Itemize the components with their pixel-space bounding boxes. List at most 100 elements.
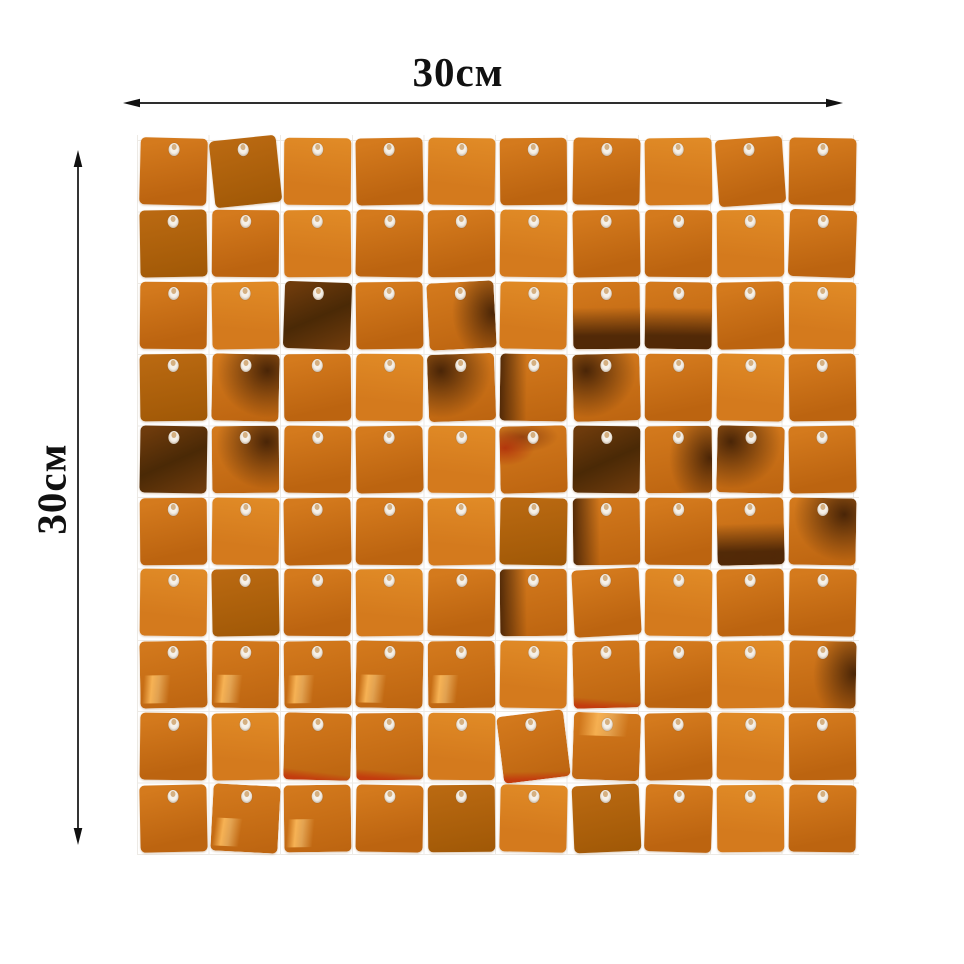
- sequin-r9c10: [788, 712, 857, 781]
- sequin-hole: [528, 214, 540, 228]
- sequin-pin: [819, 719, 825, 726]
- sequin-pin: [675, 359, 681, 366]
- sequin-pin: [675, 503, 681, 510]
- sequin-hole: [456, 142, 468, 157]
- sequin-r8c1: [139, 640, 208, 709]
- sequin-hole: [672, 142, 684, 157]
- sequin-r5c6: [499, 424, 569, 494]
- sequin-r4c7: [571, 352, 641, 422]
- sequin-r5c5: [428, 425, 496, 493]
- sequin-pin: [676, 791, 682, 798]
- sequin-r6c3: [283, 496, 352, 565]
- sequin-pin: [602, 359, 609, 366]
- sequin-pin: [531, 359, 537, 366]
- sequin-pin: [170, 215, 176, 222]
- sequin-pin: [459, 503, 465, 510]
- sequin-r7c5: [427, 568, 497, 637]
- sequin-pin: [530, 431, 537, 438]
- sequin-pin: [747, 791, 753, 798]
- sequin-hole: [600, 142, 613, 157]
- sequin-pin: [387, 503, 393, 510]
- sequin-hole: [311, 790, 324, 804]
- sequin-r7c1: [139, 568, 208, 637]
- sequin-pin: [315, 431, 321, 438]
- sequin-r8c7: [571, 640, 641, 709]
- sequin-pin: [170, 503, 176, 510]
- sequin-hole: [672, 358, 684, 372]
- sequin-hole: [455, 502, 468, 516]
- sequin-pin: [531, 503, 538, 510]
- sequin-hole: [384, 718, 396, 732]
- sequin-r1c8: [644, 137, 713, 206]
- sequin-r6c10: [788, 496, 857, 565]
- sequin-r9c5: [428, 712, 496, 781]
- sequin-r8c6: [499, 640, 569, 709]
- sequin-hole: [672, 502, 684, 516]
- sequin-hole: [817, 646, 829, 660]
- sequin-r5c7: [572, 425, 641, 493]
- sequin-pin: [820, 143, 826, 151]
- sequin-hole: [744, 502, 756, 516]
- sequin-hole: [167, 214, 179, 228]
- sequin-hole: [240, 789, 253, 804]
- sequin-hole: [311, 358, 324, 372]
- sequin-hole: [456, 646, 468, 660]
- sequin-r1c4: [355, 137, 424, 206]
- sequin-hole: [672, 430, 684, 444]
- sequin-hole: [599, 358, 612, 372]
- sequin-hole: [600, 502, 612, 516]
- sequin-panel: [137, 134, 859, 855]
- sequin-pin: [675, 647, 681, 654]
- sequin-hole: [745, 430, 757, 444]
- sequin-r4c5: [427, 352, 497, 422]
- sequin-r4c2: [211, 352, 280, 422]
- sequin-r3c6: [499, 281, 569, 350]
- width-arrow: [123, 98, 843, 108]
- sequin-pin: [820, 647, 826, 654]
- sequin-hole: [312, 718, 324, 732]
- sequin-hole: [816, 718, 828, 732]
- sequin-r3c7: [572, 281, 640, 349]
- sequin-r2c7: [572, 209, 641, 278]
- sequin-pin: [171, 575, 177, 582]
- sequin-pin: [171, 431, 177, 438]
- sequin-hole: [528, 358, 540, 372]
- sequin-hole: [672, 718, 684, 732]
- sequin-hole: [454, 286, 467, 301]
- sequin-pin: [314, 503, 320, 510]
- sequin-r2c5: [428, 209, 496, 278]
- sequin-r3c3: [283, 280, 353, 350]
- sequin-pin: [170, 791, 176, 798]
- sequin-hole: [456, 790, 468, 804]
- sequin-pin: [602, 575, 608, 582]
- sequin-hole: [237, 142, 250, 157]
- sequin-pin: [459, 791, 465, 798]
- sequin-hole: [312, 142, 324, 157]
- sequin-pin: [386, 143, 392, 151]
- sequin-hole: [239, 718, 251, 732]
- sequin-pin: [820, 575, 826, 582]
- sequin-pin: [171, 287, 177, 294]
- sequin-r3c2: [211, 281, 280, 350]
- sequin-r4c9: [716, 353, 785, 422]
- sequin-pin: [315, 143, 321, 151]
- sequin-hole: [383, 574, 396, 588]
- sequin-hole: [672, 646, 684, 660]
- sequin-r10c7: [571, 783, 642, 854]
- sequin-r7c6: [500, 569, 568, 637]
- sequin-r10c6: [499, 784, 569, 853]
- sequin-pin: [458, 287, 464, 294]
- sequin-hole: [745, 358, 757, 372]
- sequin-pin: [314, 791, 320, 798]
- sequin-pin: [171, 143, 177, 151]
- sequin-r6c9: [716, 496, 785, 566]
- sequin-hole: [167, 502, 179, 516]
- sequin-hole: [817, 574, 829, 588]
- sequin-pin: [387, 215, 393, 222]
- sequin-pin: [531, 287, 538, 294]
- sequin-hole: [599, 574, 611, 588]
- sequin-hole: [239, 574, 251, 588]
- sequin-r9c9: [716, 712, 785, 781]
- sequin-r7c2: [211, 568, 280, 637]
- sequin-hole: [384, 502, 396, 516]
